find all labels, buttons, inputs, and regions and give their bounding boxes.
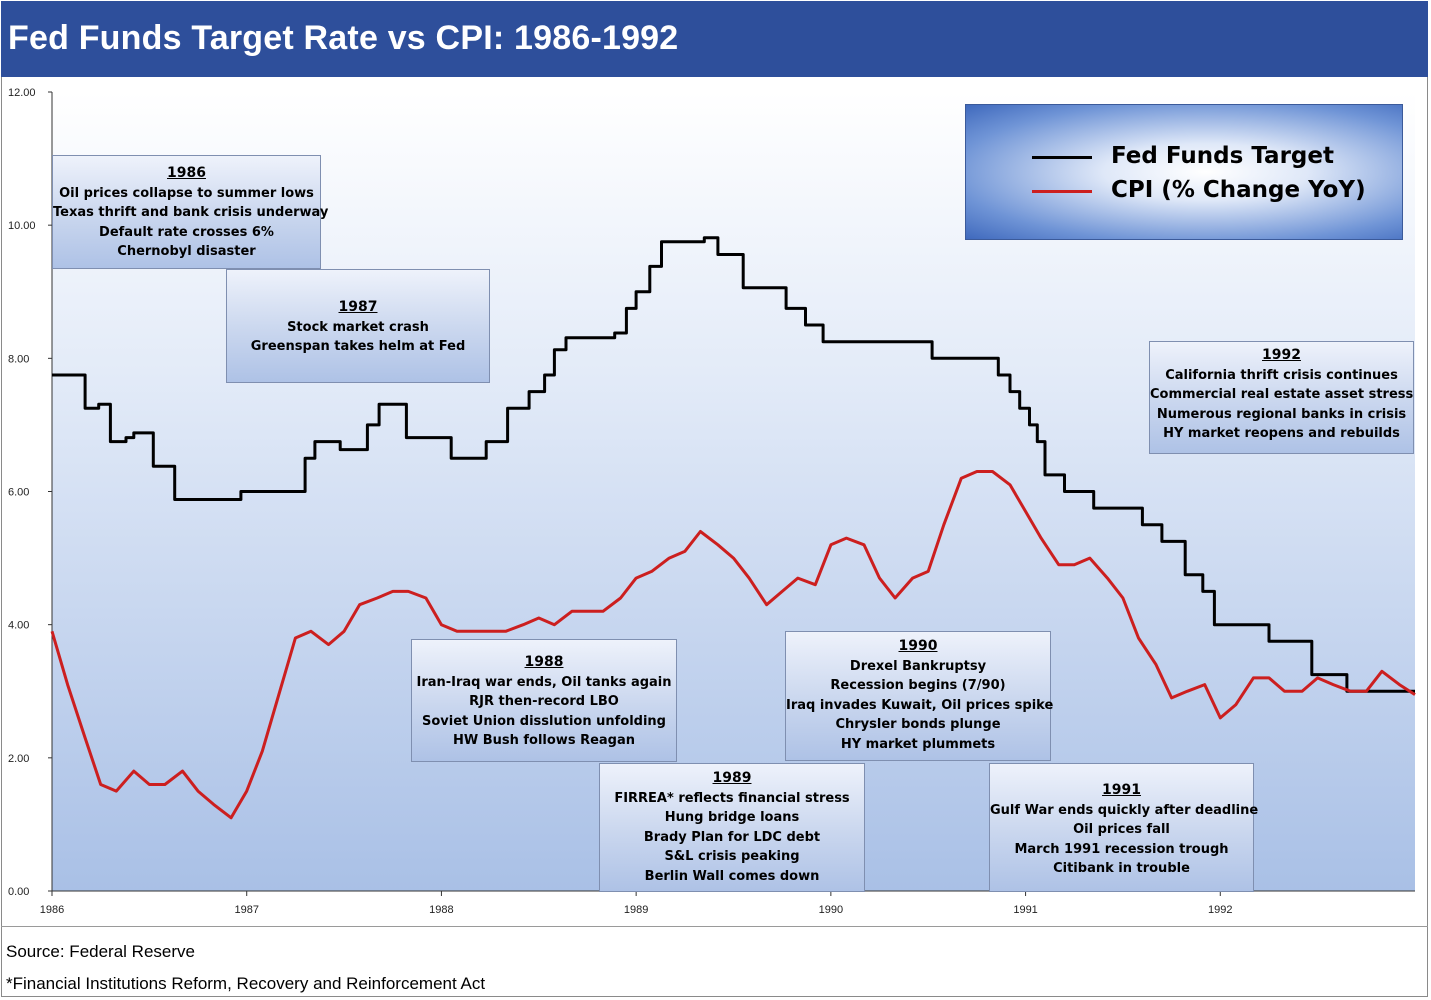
y-tick-label: 8.00 bbox=[8, 353, 29, 365]
annotation-1990: 1990 Drexel Bankruptsy Recession begins … bbox=[785, 631, 1054, 761]
annotation-line: Greenspan takes helm at Fed bbox=[250, 339, 466, 354]
annotation-year: 1990 bbox=[898, 638, 938, 654]
annotation-1989: 1989 FIRREA* reflects financial stress H… bbox=[599, 763, 865, 892]
legend-label-fed: Fed Funds Target bbox=[1111, 143, 1334, 169]
annotation-line: HY market plummets bbox=[840, 736, 996, 752]
annotation-line: Gulf War ends quickly after deadline bbox=[990, 802, 1259, 818]
annotation-line: Numerous regional banks in crisis bbox=[1156, 406, 1407, 422]
annotation-line: March 1991 recession trough bbox=[1014, 841, 1229, 857]
annotation-line: RJR then-record LBO bbox=[469, 694, 619, 709]
title-bar: Fed Funds Target Rate vs CPI: 1986-1992 bbox=[1, 1, 1428, 77]
annotation-line: Default rate crosses 6% bbox=[99, 224, 274, 240]
annotation-line: Soviet Union disslution unfolding bbox=[422, 713, 666, 729]
chart-title: Fed Funds Target Rate vs CPI: 1986-1992 bbox=[8, 19, 679, 57]
x-tick-label: 1986 bbox=[40, 904, 64, 916]
y-tick-label: 4.00 bbox=[8, 620, 29, 632]
series-line-fed-funds bbox=[52, 236, 1415, 693]
x-tick-label: 1988 bbox=[429, 904, 453, 916]
annotation-1988: 1988 Iran-Iraq war ends, Oil tanks again… bbox=[411, 639, 677, 762]
annotation-year: 1992 bbox=[1262, 347, 1301, 363]
annotation-1986: 1986 Oil prices collapse to summer lows … bbox=[52, 155, 329, 269]
annotation-1991: 1991 Gulf War ends quickly after deadlin… bbox=[989, 763, 1259, 892]
annotation-line: Oil prices fall bbox=[1073, 822, 1170, 837]
x-tick-label: 1992 bbox=[1208, 904, 1232, 916]
annotation-line: Hung bridge loans bbox=[664, 810, 800, 825]
annotation-line: HY market reopens and rebuilds bbox=[1163, 426, 1400, 441]
x-tick-label: 1991 bbox=[1013, 904, 1037, 916]
annotation-line: Iran-Iraq war ends, Oil tanks again bbox=[416, 674, 672, 690]
annotation-line: Iraq invades Kuwait, Oil prices spike bbox=[786, 697, 1054, 713]
annotation-line: Chrysler bonds plunge bbox=[835, 717, 1001, 732]
x-tick-label: 1987 bbox=[234, 904, 258, 916]
annotation-line: Commercial real estate asset stress bbox=[1150, 387, 1414, 402]
annotation-year: 1988 bbox=[524, 654, 564, 670]
footer-divider bbox=[1, 926, 1428, 927]
annotation-line: California thrift crisis continues bbox=[1165, 367, 1398, 383]
y-tick-label: 6.00 bbox=[8, 487, 29, 499]
series-line-cpi bbox=[50, 470, 1416, 820]
y-tick-label: 12.00 bbox=[8, 87, 36, 99]
legend: Fed Funds Target CPI (% Change YoY) bbox=[965, 104, 1403, 240]
y-tick-label: 0.00 bbox=[8, 886, 29, 898]
annotation-line: FIRREA* reflects financial stress bbox=[614, 790, 850, 806]
x-tick-label: 1989 bbox=[624, 904, 648, 916]
y-tick-label: 10.00 bbox=[8, 220, 36, 232]
annotation-line: Stock market crash bbox=[287, 319, 429, 335]
annotation-line: Citibank in trouble bbox=[1053, 861, 1190, 876]
annotation-line: Oil prices collapse to summer lows bbox=[59, 185, 314, 201]
footnote: *Financial Institutions Reform, Recovery… bbox=[6, 974, 486, 993]
x-tick-label: 1990 bbox=[819, 904, 843, 916]
annotation-year: 1987 bbox=[338, 299, 378, 315]
legend-swatch-fed bbox=[1032, 156, 1092, 159]
annotation-year: 1991 bbox=[1102, 782, 1141, 798]
annotation-year: 1986 bbox=[167, 165, 206, 181]
source-note: Source: Federal Reserve bbox=[6, 942, 195, 961]
annotation-year: 1989 bbox=[712, 770, 752, 786]
annotation-line: Chernobyl disaster bbox=[117, 244, 256, 259]
legend-label-cpi: CPI (% Change YoY) bbox=[1111, 177, 1366, 203]
annotation-line: Texas thrift and bank crisis underway bbox=[53, 205, 329, 220]
annotation-line: Brady Plan for LDC debt bbox=[643, 829, 821, 845]
annotation-1992: 1992 California thrift crisis continues … bbox=[1149, 341, 1414, 454]
annotation-line: Recession begins (7/90) bbox=[830, 678, 1006, 693]
annotation-line: HW Bush follows Reagan bbox=[452, 733, 636, 748]
y-tick-label: 2.00 bbox=[8, 753, 29, 765]
annotation-line: Berlin Wall comes down bbox=[644, 868, 820, 884]
annotation-1987: 1987 Stock market crash Greenspan takes … bbox=[226, 269, 490, 383]
annotation-line: S&L crisis peaking bbox=[664, 849, 800, 864]
legend-swatch-cpi bbox=[1032, 190, 1092, 193]
annotation-line: Drexel Bankruptsy bbox=[849, 658, 987, 674]
